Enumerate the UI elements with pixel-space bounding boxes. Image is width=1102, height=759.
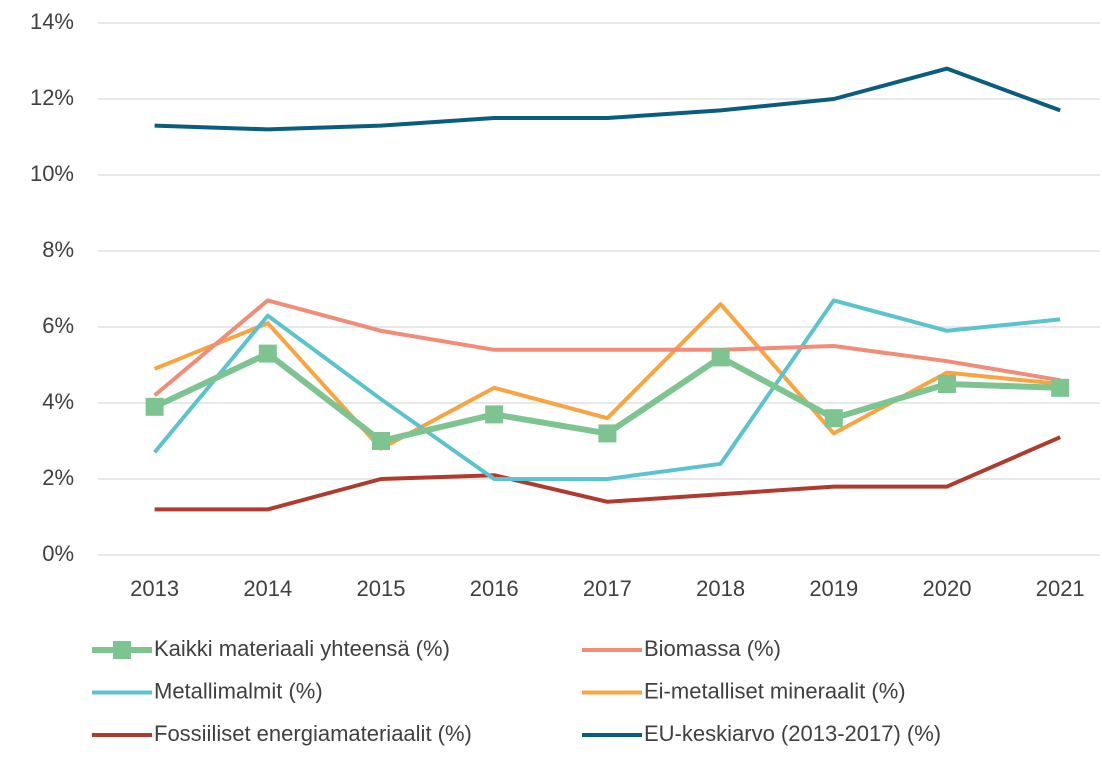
- y-tick-label: 8%: [42, 237, 74, 262]
- series-line: [153, 298, 1061, 397]
- legend-label: Ei-metalliset mineraalit (%): [644, 678, 906, 703]
- series-line: [153, 298, 1061, 481]
- x-tick-label: 2016: [470, 576, 519, 601]
- y-tick-label: 4%: [42, 389, 74, 414]
- y-tick-label: 0%: [42, 541, 74, 566]
- x-tick-label: 2021: [1036, 576, 1085, 601]
- series-marker: [598, 424, 617, 443]
- series-marker: [1051, 378, 1070, 397]
- series-marker: [711, 348, 730, 367]
- legend-label: EU-keskiarvo (2013-2017) (%): [644, 721, 941, 746]
- x-tick-label: 2013: [130, 576, 179, 601]
- legend-label: Fossiiliset energiamateriaalit (%): [154, 721, 472, 746]
- series-marker: [145, 397, 164, 416]
- y-tick-label: 14%: [30, 9, 74, 34]
- x-tick-label: 2017: [583, 576, 632, 601]
- legend-label: Kaikki materiaali yhteensä (%): [154, 636, 450, 661]
- legend-label: Metallimalmit (%): [154, 678, 323, 703]
- series-marker: [372, 432, 390, 450]
- y-tick-label: 12%: [30, 85, 74, 110]
- x-tick-label: 2018: [696, 576, 745, 601]
- x-tick-label: 2014: [243, 576, 292, 601]
- x-tick-label: 2015: [357, 576, 406, 601]
- series-marker: [485, 405, 504, 424]
- y-tick-label: 10%: [30, 161, 74, 186]
- y-tick-label: 6%: [42, 313, 74, 338]
- series-marker: [938, 375, 956, 393]
- y-tick-label: 2%: [42, 465, 74, 490]
- series-marker: [824, 409, 843, 428]
- series-line: [154, 435, 1061, 512]
- x-tick-label: 2019: [809, 576, 858, 601]
- series-line: [154, 66, 1061, 132]
- legend-label: Biomassa (%): [644, 636, 781, 661]
- legend-marker: [113, 641, 131, 659]
- series-marker: [258, 344, 277, 363]
- x-tick-label: 2020: [923, 576, 972, 601]
